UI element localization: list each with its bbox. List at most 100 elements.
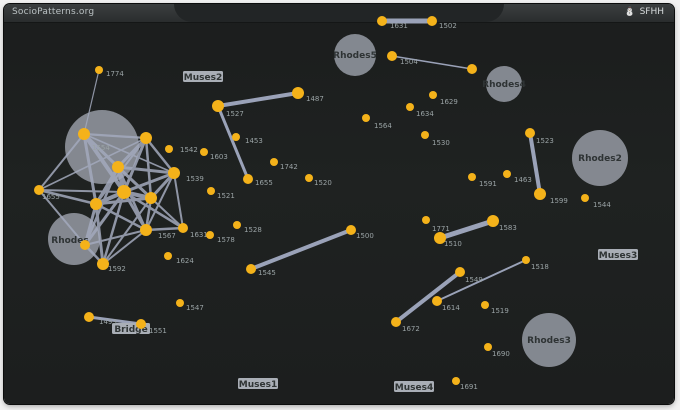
room-circle-rhodes3-text: Rhodes3: [527, 336, 571, 346]
top-right-label: SFHH: [639, 7, 664, 17]
node[interactable]: [80, 240, 90, 250]
node[interactable]: [346, 225, 356, 235]
node[interactable]: [481, 301, 489, 309]
badge-id-label: 1603: [210, 153, 228, 161]
top-right-control[interactable]: ⛄ SFHH: [624, 7, 664, 17]
badge-id-label: 1539: [186, 175, 204, 183]
edges: [87, 18, 542, 326]
node[interactable]: [503, 170, 511, 178]
badge-id-label: 1518: [531, 263, 549, 271]
badge-id-label: 1771: [432, 225, 450, 233]
node[interactable]: [243, 174, 253, 184]
node[interactable]: [178, 223, 188, 233]
room-circle-rhodes[interactable]: [48, 213, 100, 265]
room-circle-rhodes2[interactable]: [572, 130, 628, 186]
badge-id-label: 1523: [536, 137, 554, 145]
node[interactable]: [467, 64, 477, 74]
badge-id-label: 1655: [42, 193, 60, 201]
node[interactable]: [84, 312, 94, 322]
node[interactable]: [145, 192, 157, 204]
node[interactable]: [362, 114, 370, 122]
room-tag-bridge-text: Bridge: [114, 325, 147, 335]
node[interactable]: [78, 128, 90, 140]
badge-id-label: 1567: [158, 232, 176, 240]
room-tag-muses3[interactable]: [598, 249, 638, 260]
node[interactable]: [387, 51, 397, 61]
badge-id-label: 1614: [442, 304, 460, 312]
node[interactable]: [168, 167, 180, 179]
node[interactable]: [97, 258, 109, 270]
node[interactable]: [232, 133, 240, 141]
badge-id-label: 1599: [550, 197, 568, 205]
badge-id-label: 1742: [280, 163, 298, 171]
node[interactable]: [406, 103, 414, 111]
node[interactable]: [305, 174, 313, 182]
badge-labels: 1774 1487 1527 1453 1603 1742 1655 1520 …: [42, 22, 611, 391]
node[interactable]: [164, 252, 172, 260]
node[interactable]: [112, 161, 124, 173]
room-circle-rhodes5[interactable]: [334, 34, 376, 76]
badge-id-label: 1672: [402, 325, 420, 333]
badge-id-label: 1520: [314, 179, 332, 187]
node[interactable]: [525, 128, 535, 138]
badge-id-label: 1504: [400, 58, 418, 66]
room-tag-muses3-text: Muses3: [599, 251, 637, 261]
node[interactable]: [292, 87, 304, 99]
network-graph[interactable]: Muses2 Muses3 Muses1 Muses4 Bridge Rhode…: [4, 4, 674, 404]
room-tag-muses2-text: Muses2: [184, 73, 222, 83]
room-circle-rhodes4[interactable]: [486, 66, 522, 102]
node[interactable]: [90, 198, 102, 210]
node[interactable]: [207, 187, 215, 195]
node[interactable]: [484, 343, 492, 351]
person-icon: ⛄: [624, 7, 636, 17]
node[interactable]: [233, 221, 241, 229]
node[interactable]: [200, 148, 208, 156]
node[interactable]: [206, 231, 214, 239]
node[interactable]: [421, 131, 429, 139]
node[interactable]: [429, 91, 437, 99]
badge-id-label: 1502: [439, 22, 457, 30]
room-tag-muses2[interactable]: [183, 71, 223, 82]
badge-id-label: 1564: [374, 122, 392, 130]
node[interactable]: [455, 267, 465, 277]
badge-id-label: 1690: [492, 350, 510, 358]
node[interactable]: [140, 132, 152, 144]
node[interactable]: [140, 224, 152, 236]
badge-id-label: 1547: [186, 304, 204, 312]
badge-id-label: 1583: [499, 224, 517, 232]
room-circle-rhodes3[interactable]: [522, 313, 576, 367]
node[interactable]: [434, 232, 446, 244]
node[interactable]: [270, 158, 278, 166]
node[interactable]: [468, 173, 476, 181]
node[interactable]: [422, 216, 430, 224]
node[interactable]: [534, 188, 546, 200]
node[interactable]: [176, 299, 184, 307]
node[interactable]: [212, 100, 224, 112]
node[interactable]: [34, 185, 44, 195]
visualization-screen: SocioPatterns.org ⛄ SFHH: [4, 4, 674, 404]
node[interactable]: [117, 185, 131, 199]
badge-id-label: 1544: [593, 201, 611, 209]
badge-id-label: 1774: [106, 70, 124, 78]
badge-id-label: 1624: [176, 257, 194, 265]
node[interactable]: [95, 66, 103, 74]
badge-id-label: 1551: [149, 327, 167, 335]
node[interactable]: [377, 16, 387, 26]
node[interactable]: [427, 16, 437, 26]
node[interactable]: [581, 194, 589, 202]
badge-id-label: 1554: [92, 144, 110, 152]
room-tag-muses4[interactable]: [394, 381, 434, 392]
node[interactable]: [432, 296, 442, 306]
node[interactable]: [136, 319, 146, 329]
room-tag-muses1[interactable]: [238, 378, 278, 389]
node[interactable]: [487, 215, 499, 227]
room-circle-rhodes5-text: Rhodes5: [333, 51, 377, 61]
node[interactable]: [391, 317, 401, 327]
node[interactable]: [246, 264, 256, 274]
badge-id-label: 1521: [217, 192, 235, 200]
node[interactable]: [165, 145, 173, 153]
badge-id-label: 1631: [190, 231, 208, 239]
badge-id-label: 1578: [217, 236, 235, 244]
node[interactable]: [452, 377, 460, 385]
node[interactable]: [522, 256, 530, 264]
